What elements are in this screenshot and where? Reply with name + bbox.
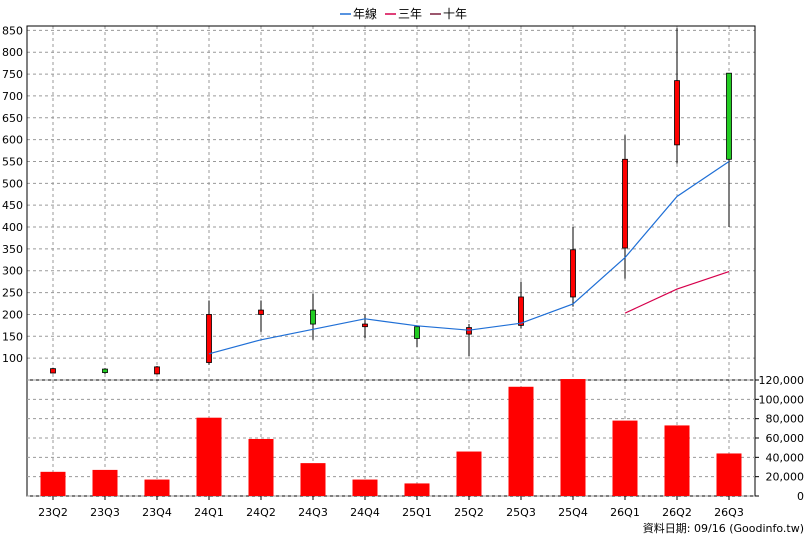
- volume-bar: [196, 417, 222, 496]
- x-tick-label: 24Q3: [298, 506, 328, 519]
- volume-bar: [456, 451, 482, 496]
- candlestick: [154, 366, 160, 375]
- volume-bar: [248, 438, 274, 496]
- x-tick-label: 25Q4: [558, 506, 588, 519]
- volume-bar: [352, 479, 378, 496]
- volume-tick-label: 0: [797, 490, 804, 503]
- price-panel: 100 150 200 250 300 350 400 450 500 550 600 650 700 7…: [2, 24, 756, 496]
- x-tick-label: 26Q2: [662, 506, 692, 519]
- volume-panel: 0 20,000 40,000 60,000 80,000 100,000 120,000: [26, 374, 805, 503]
- candlestick: [102, 368, 108, 374]
- volume-bar: [40, 471, 66, 496]
- candlestick: [258, 300, 264, 332]
- legend-label-ten-year: 十年: [443, 7, 467, 21]
- volume-tick-label: 80,000: [766, 413, 805, 426]
- volume-bar: [664, 425, 690, 496]
- x-tick-label: 23Q4: [142, 506, 172, 519]
- legend: 年線 三年 十年: [340, 6, 467, 21]
- candle-body: [50, 368, 56, 374]
- price-tick-label: 550: [2, 155, 23, 168]
- candle-body: [102, 368, 108, 373]
- price-tick-label: 700: [2, 90, 23, 103]
- candle-body: [466, 327, 472, 335]
- volume-tick-label: 60,000: [766, 432, 805, 445]
- x-tick-label: 24Q4: [350, 506, 380, 519]
- candle-body: [518, 296, 524, 326]
- volume-bar: [404, 483, 430, 496]
- x-tick-label: 26Q3: [714, 506, 744, 519]
- candle-body: [206, 314, 212, 363]
- candle-body: [414, 326, 420, 339]
- price-tick-label: 100: [2, 352, 23, 365]
- candle-body: [310, 309, 316, 325]
- x-tick-label: 25Q2: [454, 506, 484, 519]
- candlestick: [50, 367, 56, 374]
- volume-bar: [612, 420, 638, 496]
- volume-tick-label: 40,000: [766, 451, 805, 464]
- legend-item-ten-year: 十年: [430, 7, 467, 21]
- candle-body: [622, 158, 628, 249]
- legend-item-annual-line: 年線: [340, 6, 377, 21]
- candle-body: [726, 72, 732, 160]
- price-tick-label: 250: [2, 287, 23, 300]
- x-tick-label: 23Q3: [90, 506, 120, 519]
- ma-line: [208, 160, 730, 355]
- candle-body: [154, 366, 160, 375]
- price-tick-label: 150: [2, 330, 23, 343]
- candle-body: [570, 249, 576, 298]
- price-tick-label: 300: [2, 265, 23, 278]
- candlestick: [518, 281, 524, 329]
- candlestick: [362, 314, 368, 339]
- price-panel-frame: [26, 25, 756, 381]
- x-tick-label: 26Q1: [610, 506, 640, 519]
- price-tick-label: 400: [2, 221, 23, 234]
- candlestick: [570, 227, 576, 307]
- candle-body: [362, 323, 368, 328]
- price-tick-label: 350: [2, 243, 23, 256]
- volume-tick-label: 20,000: [766, 471, 805, 484]
- candle-body: [674, 80, 680, 146]
- legend-item-three-year: 三年: [385, 7, 422, 21]
- candlestick: [726, 72, 732, 228]
- price-tick-label: 850: [2, 24, 23, 37]
- ma-line: [624, 271, 730, 314]
- candlestick: [206, 300, 212, 365]
- price-tick-label: 650: [2, 112, 23, 125]
- price-tick-label: 750: [2, 68, 23, 81]
- volume-bar: [144, 479, 170, 496]
- x-axis: 23Q2 23Q3 23Q4 24Q1 24Q2 24Q3 24Q4 25Q1 25Q2 25Q3…: [38, 496, 744, 519]
- candlestick: [414, 325, 420, 348]
- candlestick: [674, 28, 680, 164]
- volume-bar: [716, 453, 742, 496]
- volume-bar: [508, 386, 534, 496]
- price-tick-label: 500: [2, 177, 23, 190]
- volume-tick-label: 120,000: [759, 374, 805, 387]
- legend-label-annual-line: 年線: [353, 6, 377, 21]
- price-tick-label: 600: [2, 134, 23, 147]
- candle-body: [258, 309, 264, 315]
- x-tick-label: 24Q2: [246, 506, 276, 519]
- volume-bar: [560, 379, 586, 496]
- x-tick-label: 24Q1: [194, 506, 224, 519]
- x-tick-label: 25Q3: [506, 506, 536, 519]
- candlestick: [310, 293, 316, 340]
- candlestick: [622, 135, 628, 279]
- candlestick: [466, 324, 472, 356]
- x-tick-label: 25Q1: [402, 506, 432, 519]
- data-date-footer: 資料日期: 09/16 (Goodinfo.tw): [643, 521, 804, 535]
- volume-bar: [92, 469, 118, 496]
- volume-tick-label: 100,000: [759, 393, 805, 406]
- x-tick-label: 23Q2: [38, 506, 68, 519]
- volume-bar: [300, 463, 326, 496]
- price-tick-label: 450: [2, 199, 23, 212]
- price-tick-label: 800: [2, 46, 23, 59]
- price-tick-label: 200: [2, 308, 23, 321]
- legend-label-three-year: 三年: [398, 7, 422, 21]
